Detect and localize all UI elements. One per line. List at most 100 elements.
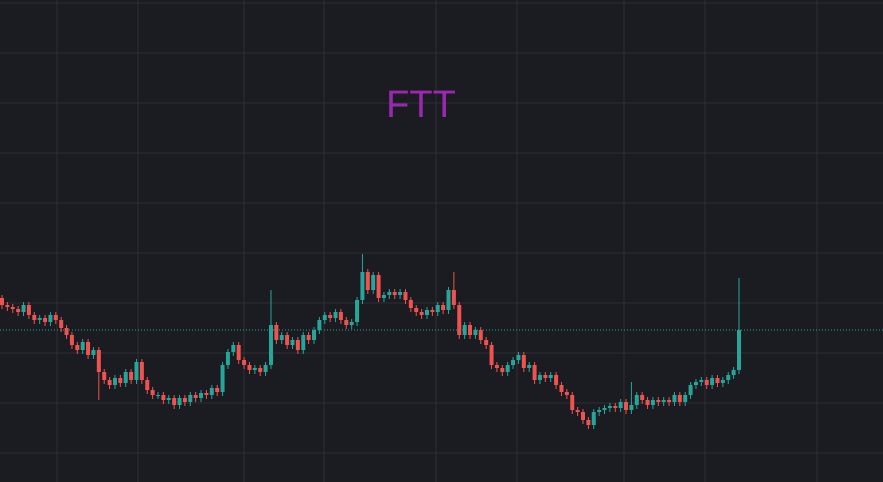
candle-body xyxy=(478,330,483,340)
candle-body xyxy=(145,380,150,390)
candle-body xyxy=(80,342,85,350)
candle-body xyxy=(381,295,386,298)
candle-body xyxy=(543,375,548,378)
candle-body xyxy=(64,328,69,335)
candle-body xyxy=(494,365,499,368)
candle-body xyxy=(403,292,408,300)
candle-body xyxy=(96,350,101,372)
candle-body xyxy=(91,350,96,355)
candle-body xyxy=(129,372,134,380)
candle-body xyxy=(392,292,397,295)
candle-body xyxy=(177,398,182,405)
candle-body xyxy=(435,305,440,312)
candle-body xyxy=(387,292,392,295)
candle-body xyxy=(580,412,585,420)
candle-body xyxy=(349,322,354,325)
candle-body xyxy=(451,290,456,305)
candle-body xyxy=(37,318,42,320)
candle-body xyxy=(446,290,451,310)
candle-body xyxy=(602,408,607,410)
candle-body xyxy=(322,315,327,320)
candle-body xyxy=(295,340,300,350)
candle-body xyxy=(209,388,214,395)
candle-body xyxy=(634,395,639,405)
candle-body xyxy=(419,312,424,315)
candle-body xyxy=(53,315,58,320)
candle-body xyxy=(645,400,650,405)
candle-body xyxy=(182,398,187,402)
candle-body xyxy=(301,335,306,350)
candle-body xyxy=(424,310,429,315)
candle-body xyxy=(414,308,419,312)
candle-body xyxy=(511,360,516,365)
candle-body xyxy=(317,320,322,330)
candle-body xyxy=(457,305,462,335)
candle-body xyxy=(290,340,295,345)
candle-body xyxy=(624,402,629,410)
candle-body xyxy=(268,325,273,365)
candle-body xyxy=(699,380,704,382)
candle-body xyxy=(360,272,365,300)
candle-body xyxy=(537,375,542,380)
candle-body xyxy=(86,342,91,355)
candle-body xyxy=(683,395,688,402)
candle-body xyxy=(484,340,489,345)
candle-body xyxy=(500,368,505,372)
candle-body xyxy=(333,312,338,318)
candle-body xyxy=(59,320,64,328)
candle-body xyxy=(263,365,268,372)
candle-body xyxy=(107,380,112,385)
candle-body xyxy=(688,385,693,395)
candle-body xyxy=(586,420,591,425)
candle-body xyxy=(365,272,370,290)
candle-body xyxy=(242,360,247,365)
candle-body xyxy=(188,395,193,402)
candle-body xyxy=(575,410,580,412)
candle-body xyxy=(16,309,21,312)
candle-body xyxy=(462,325,467,335)
candle-body xyxy=(274,325,279,340)
candle-body xyxy=(285,335,290,345)
candle-body xyxy=(661,400,666,402)
candle-body xyxy=(220,365,225,392)
candle-body xyxy=(338,312,343,320)
candle-body xyxy=(398,292,403,295)
candle-body xyxy=(715,378,720,383)
candle-body xyxy=(607,406,612,408)
candle-body xyxy=(199,393,204,398)
candle-body xyxy=(554,375,559,385)
candle-body xyxy=(591,412,596,425)
candle-body xyxy=(166,398,171,400)
candle-body xyxy=(161,395,166,400)
candle-body xyxy=(618,402,623,408)
candle-body xyxy=(441,305,446,310)
candle-body xyxy=(468,325,473,335)
candle-body xyxy=(123,372,128,383)
candle-body xyxy=(516,355,521,360)
candle-body xyxy=(193,395,198,398)
candle-body xyxy=(710,378,715,385)
chart-title: FTT xyxy=(386,84,456,126)
candle-body xyxy=(737,330,741,370)
candle-body xyxy=(640,395,645,400)
candle-body xyxy=(43,318,48,322)
candle-body xyxy=(150,390,155,395)
candle-body xyxy=(312,330,317,340)
candle-body xyxy=(693,382,698,385)
candle-body xyxy=(564,392,569,395)
candle-body xyxy=(21,305,26,312)
candle-body xyxy=(252,368,257,370)
candle-body xyxy=(172,398,177,405)
candle-body xyxy=(473,330,478,335)
candle-body xyxy=(306,335,311,340)
candle-body xyxy=(231,345,236,352)
candle-body xyxy=(69,335,74,345)
candle-body xyxy=(134,362,139,380)
candle-body xyxy=(720,380,725,383)
candle-body xyxy=(75,345,80,350)
candle-body xyxy=(225,352,230,365)
candle-body xyxy=(629,405,634,410)
candle-body xyxy=(527,365,532,368)
